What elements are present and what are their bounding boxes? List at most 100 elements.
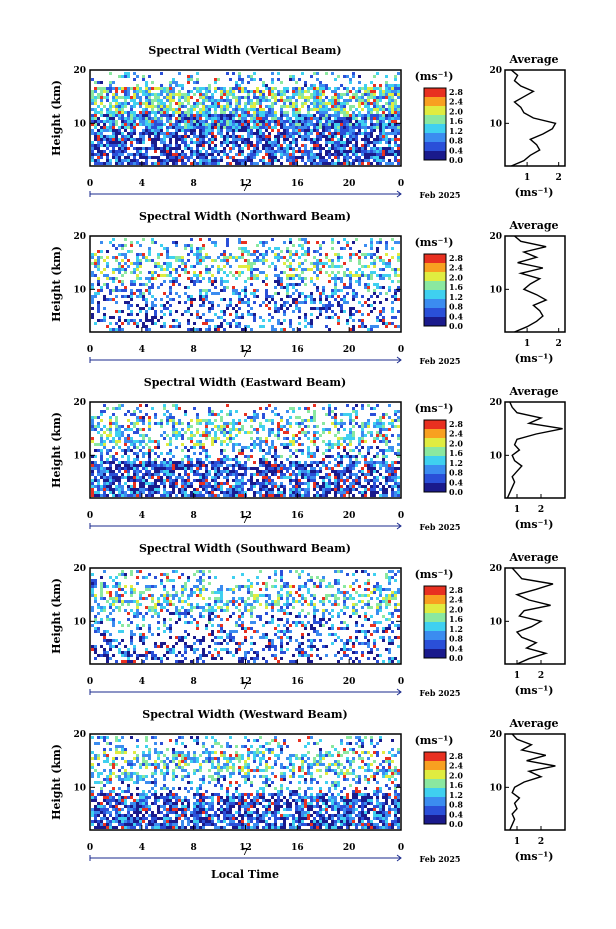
heatmap-cell	[97, 123, 100, 126]
heatmap-cell	[220, 482, 223, 485]
heatmap-cell	[385, 440, 388, 443]
heatmap-cell	[280, 117, 283, 120]
heatmap-cell	[358, 123, 361, 126]
heatmap-cell	[211, 443, 214, 446]
heatmap-cell	[178, 274, 181, 277]
heatmap-cell	[307, 437, 310, 440]
heatmap-cell	[187, 123, 190, 126]
heatmap-cell	[175, 126, 178, 129]
heatmap-cell	[268, 147, 271, 150]
heatmap-cell	[100, 129, 103, 132]
heatmap-cell	[172, 162, 175, 165]
heatmap-cell	[391, 476, 394, 479]
heatmap-cell	[262, 425, 265, 428]
heatmap-cell	[283, 319, 286, 322]
heatmap-cell	[142, 120, 145, 123]
heatmap-cell	[280, 307, 283, 310]
heatmap-cell	[352, 485, 355, 488]
heatmap-cell	[349, 256, 352, 259]
heatmap-cell	[172, 479, 175, 482]
heatmap-cell	[103, 162, 106, 165]
heatmap-cell	[373, 105, 376, 108]
heatmap-cell	[259, 316, 262, 319]
heatmap-cell	[91, 313, 94, 316]
colorbar-tick: 2.0	[449, 272, 463, 282]
heatmap-cell	[370, 253, 373, 256]
heatmap-cell	[358, 437, 361, 440]
heatmap-cell	[304, 129, 307, 132]
heatmap-cell	[397, 298, 400, 301]
colorbar-tick: 1.6	[449, 116, 463, 126]
heatmap-cell	[97, 431, 100, 434]
heatmap-cell	[130, 283, 133, 286]
heatmap-cell	[133, 488, 136, 491]
heatmap-cell	[277, 129, 280, 132]
heatmap-cell	[385, 162, 388, 165]
heatmap-cell	[370, 304, 373, 307]
heatmap-cell	[154, 96, 157, 99]
heatmap-cell	[370, 117, 373, 120]
heatmap-cell	[244, 250, 247, 253]
heatmap-cell	[361, 271, 364, 274]
heatmap-cell	[388, 274, 391, 277]
heatmap-cell	[280, 81, 283, 84]
heatmap-cell	[97, 310, 100, 313]
heatmap-cell	[364, 325, 367, 328]
heatmap-cell	[382, 268, 385, 271]
heatmap-cell	[328, 259, 331, 262]
heatmap-cell	[172, 464, 175, 467]
heatmap-cell	[190, 328, 193, 331]
heatmap-cell	[256, 259, 259, 262]
heatmap-cell	[187, 117, 190, 120]
heatmap-cell	[145, 283, 148, 286]
heatmap-cell	[358, 440, 361, 443]
heatmap-cell	[388, 479, 391, 482]
heatmap-cell	[217, 482, 220, 485]
heatmap-cell	[331, 153, 334, 156]
x-tick-label: 0	[87, 179, 93, 189]
heatmap-cell	[271, 90, 274, 93]
heatmap-cell	[277, 78, 280, 81]
heatmap-cell	[250, 126, 253, 129]
heatmap-cell	[142, 132, 145, 135]
heatmap-cell	[232, 274, 235, 277]
heatmap-cell	[253, 250, 256, 253]
heatmap-cell	[295, 162, 298, 165]
heatmap-cell	[178, 84, 181, 87]
heatmap-cell	[214, 135, 217, 138]
heatmap-cell	[385, 476, 388, 479]
heatmap-cell	[292, 286, 295, 289]
heatmap-cell	[172, 419, 175, 422]
heatmap-cell	[232, 96, 235, 99]
heatmap-cell	[268, 141, 271, 144]
heatmap-cell	[175, 464, 178, 467]
heatmap-cell	[229, 90, 232, 93]
heatmap-cell	[274, 304, 277, 307]
heatmap-cell	[373, 150, 376, 153]
heatmap-cell	[361, 313, 364, 316]
heatmap-cell	[379, 301, 382, 304]
heatmap-cell	[352, 410, 355, 413]
heatmap-cell	[94, 90, 97, 93]
heatmap-cell	[193, 135, 196, 138]
heatmap-cell	[397, 126, 400, 129]
heatmap-cell	[334, 289, 337, 292]
heatmap-cell	[163, 90, 166, 93]
heatmap-cell	[256, 153, 259, 156]
heatmap-cell	[292, 301, 295, 304]
heatmap-cell	[250, 132, 253, 135]
heatmap-cell	[370, 461, 373, 464]
heatmap-cell	[196, 473, 199, 476]
heatmap-cell	[328, 114, 331, 117]
heatmap-cell	[139, 464, 142, 467]
heatmap-cell	[121, 283, 124, 286]
heatmap-cell	[331, 141, 334, 144]
heatmap-cell	[205, 452, 208, 455]
heatmap-cell	[361, 126, 364, 129]
heatmap-cell	[298, 307, 301, 310]
heatmap-cell	[292, 461, 295, 464]
heatmap-cell	[301, 470, 304, 473]
heatmap-cell	[130, 144, 133, 147]
heatmap-cell	[253, 144, 256, 147]
heatmap-cell	[106, 437, 109, 440]
